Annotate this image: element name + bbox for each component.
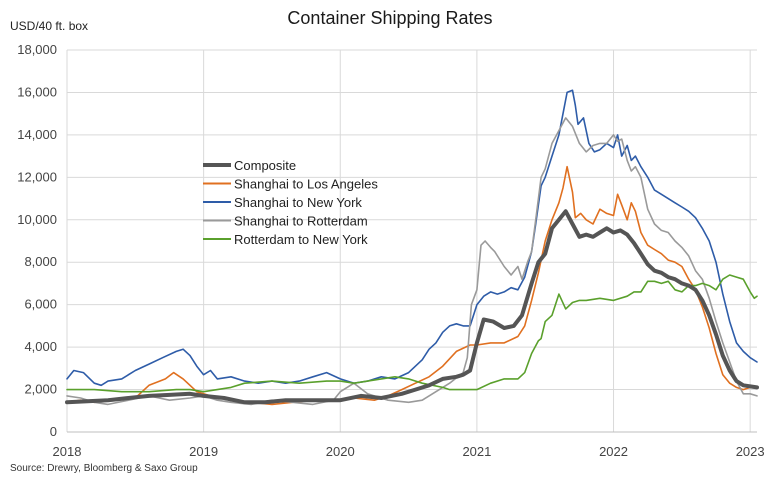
source-note: Source: Drewry, Bloomberg & Saxo Group <box>10 463 198 474</box>
x-tick-label: 2021 <box>462 444 491 459</box>
y-tick-label: 4,000 <box>24 339 57 354</box>
y-axis-label: USD/40 ft. box <box>10 19 89 33</box>
y-axis-ticks: 0 2,000 4,000 6,000 8,000 10,000 12,000 14,000 1… <box>17 42 57 439</box>
series-line-2 <box>66 89 758 387</box>
y-tick-label: 0 <box>50 424 57 439</box>
legend-label: Shanghai to Los Angeles <box>234 177 378 192</box>
y-tick-label: 14,000 <box>17 127 57 142</box>
y-tick-label: 8,000 <box>24 254 57 269</box>
x-axis-ticks: 2018 2019 2020 2021 2022 2023 <box>53 444 765 459</box>
series-line-3 <box>66 117 758 406</box>
legend-label: Composite <box>234 158 296 173</box>
legend-label: Shanghai to New York <box>234 195 362 210</box>
x-tick-label: 2018 <box>53 444 82 459</box>
x-tick-label: 2023 <box>736 444 765 459</box>
legend-label: Rotterdam to New York <box>234 232 368 247</box>
y-tick-label: 12,000 <box>17 169 57 184</box>
x-tick-label: 2022 <box>599 444 628 459</box>
legend-label: Shanghai to Rotterdam <box>234 214 368 229</box>
y-tick-label: 6,000 <box>24 297 57 312</box>
y-tick-label: 2,000 <box>24 382 57 397</box>
x-tick-label: 2020 <box>326 444 355 459</box>
gridlines <box>66 49 757 433</box>
series-lines <box>65 89 759 406</box>
series-line-4 <box>66 274 758 393</box>
legend: Composite Shanghai to Los Angeles Shanghai… <box>203 158 378 247</box>
y-tick-label: 16,000 <box>17 84 57 99</box>
series-line-0 <box>65 209 759 405</box>
y-tick-label: 10,000 <box>17 212 57 227</box>
y-tick-label: 18,000 <box>17 42 57 57</box>
x-tick-label: 2019 <box>189 444 218 459</box>
chart-title: Container Shipping Rates <box>287 8 493 28</box>
